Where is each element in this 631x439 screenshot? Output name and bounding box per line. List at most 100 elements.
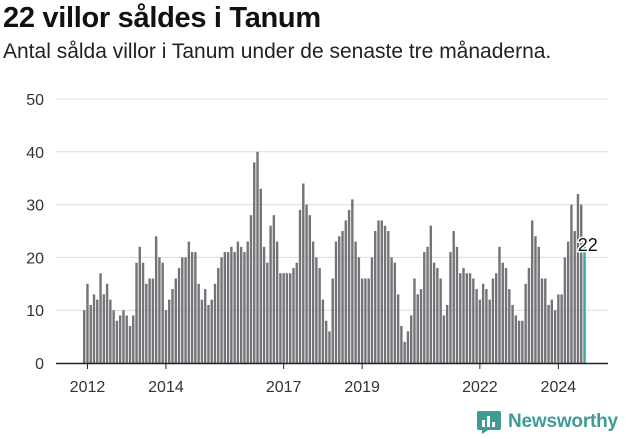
bar [164,310,168,363]
y-tick-label: 50 [26,92,44,109]
bar [256,151,259,363]
bar [289,273,292,363]
bar [217,267,220,363]
bar [576,194,580,363]
bar [521,320,524,363]
bar [298,209,302,363]
bar [305,204,308,363]
bar [177,267,181,363]
bar [354,241,357,363]
chart-subtitle: Antal sålda villor i Tanum under de sena… [3,40,552,63]
bar [151,278,155,363]
bar [442,315,446,363]
bar [455,246,459,363]
bar [138,246,141,363]
bar [374,231,377,363]
bar [423,252,426,363]
bar [190,252,194,363]
bar [377,220,380,363]
bar [387,231,390,363]
bar [187,241,191,363]
bar [501,262,504,363]
bar [184,257,187,363]
newsworthy-chart-icon [477,411,501,434]
brand-name: Newsworthy [508,411,618,432]
bar [282,273,285,363]
bar [135,262,138,363]
bar [465,273,468,363]
bar [410,315,413,363]
bar [364,278,367,363]
bar [436,267,439,363]
bar [485,289,488,363]
bar [495,273,498,363]
bar [213,283,217,363]
bar [367,278,370,363]
bar [544,278,547,363]
x-tick-label: 2022 [462,379,498,396]
bar [86,283,89,363]
bar [560,294,563,363]
bar [220,257,223,363]
bar [517,320,521,363]
bar [432,262,436,363]
x-axis: 2012 2014 2017 2019 2022 2024 [56,362,608,396]
bar [351,199,354,363]
bar [210,299,213,363]
bar [380,220,383,363]
y-axis-labels: 0 10 20 30 40 50 [26,92,44,373]
bar [253,162,256,363]
bar [449,252,452,363]
bar [328,331,331,363]
bar [200,299,204,363]
bar [357,257,361,363]
bar [105,283,109,363]
bar [223,252,227,363]
bar [550,299,554,363]
bar [504,267,508,363]
bar [530,220,534,363]
bar [174,278,177,363]
bar [194,252,197,363]
bar [498,246,501,363]
bar [302,183,305,363]
x-tick-label: 2012 [70,379,106,396]
bar [207,304,210,363]
bar [259,188,262,363]
bar [557,294,560,363]
bar [154,236,158,363]
bars [83,151,586,363]
bar [370,257,374,363]
bar [393,262,397,363]
bar [383,225,387,363]
bar [426,246,429,363]
bar [481,283,485,363]
bar [445,304,449,363]
bar [102,294,106,363]
bar [181,257,184,363]
chart-title: 22 villor såldes i Tanum [3,2,321,34]
x-tick-label: 2024 [541,379,577,396]
bar [406,331,410,363]
x-tick-label: 2017 [266,379,302,396]
bar [233,252,236,363]
bar [272,215,276,363]
bar [524,283,527,363]
bar [203,289,207,363]
bar [197,283,200,363]
bar [400,326,403,363]
bar [462,267,465,363]
bar [226,252,230,363]
bar [403,341,406,363]
bar [508,289,511,363]
bar [112,310,115,363]
x-tick-label: 2019 [344,379,380,396]
bar [341,231,344,363]
y-tick-label: 40 [26,145,44,162]
bar [161,262,164,363]
bar [419,289,423,363]
bar [109,299,112,363]
bar [122,310,125,363]
bar [141,262,145,363]
